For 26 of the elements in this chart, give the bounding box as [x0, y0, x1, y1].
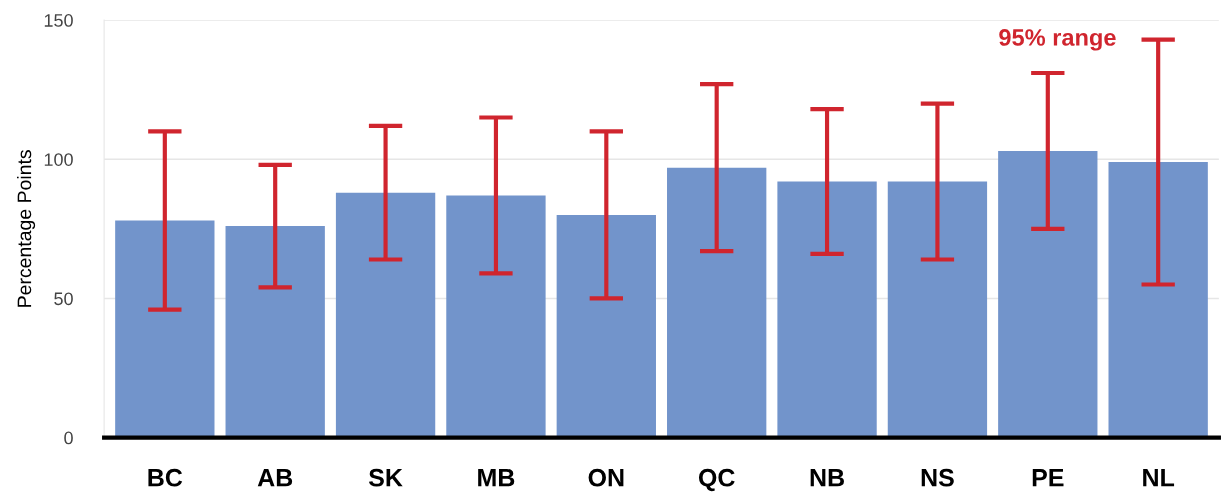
bar	[335, 192, 436, 438]
x-tick-label: AB	[257, 469, 293, 487]
y-tick-label: 0	[64, 431, 73, 445]
bar	[998, 150, 1098, 438]
bar	[887, 181, 988, 438]
y-tick-label: 150	[44, 14, 73, 27]
x-tick-label: SK	[368, 468, 403, 487]
bar	[115, 220, 215, 438]
x-tick-label: MB	[478, 469, 515, 487]
x-tick-label: NS	[921, 468, 954, 487]
bar	[777, 181, 877, 438]
bar	[446, 195, 546, 438]
x-tick-label: QC	[698, 468, 735, 492]
bar	[1108, 162, 1208, 438]
bar	[667, 167, 767, 438]
x-tick-label: PE	[1032, 469, 1064, 487]
x-tick-label: NB	[810, 469, 844, 487]
bar	[556, 214, 656, 438]
x-tick-label: BC	[148, 468, 183, 487]
y-tick-label: 50	[54, 292, 73, 306]
bar	[225, 226, 325, 438]
y-axis-title: Percentage Points	[16, 150, 36, 307]
x-tick-label: NL	[1143, 469, 1175, 487]
x-tick-label: ON	[588, 468, 624, 487]
y-tick-label: 100	[44, 153, 73, 166]
annotation: 95% range	[999, 29, 1116, 51]
